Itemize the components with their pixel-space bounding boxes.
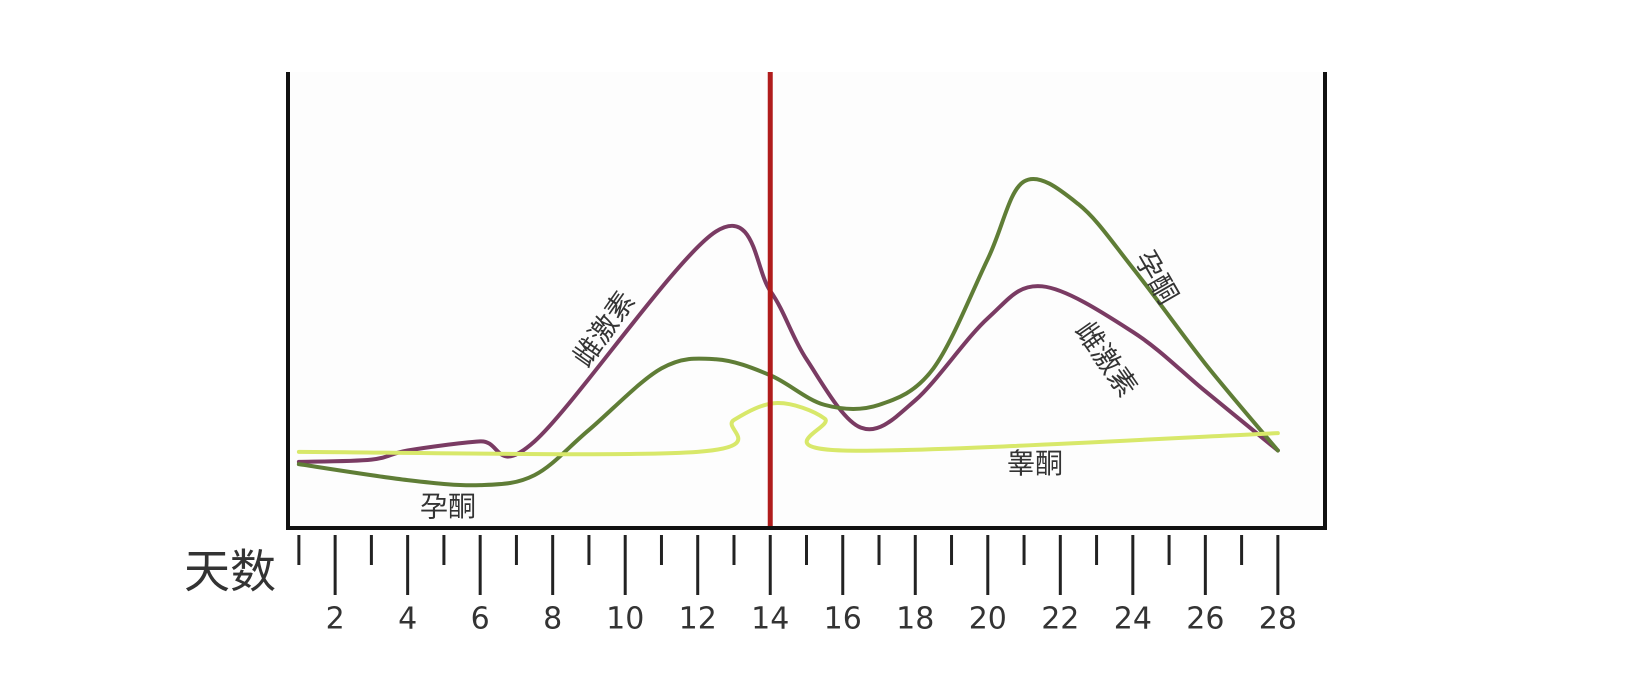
x-axis-label: 天数	[184, 545, 276, 599]
x-tick-label: 22	[1041, 602, 1079, 637]
x-tick-label: 4	[398, 602, 417, 637]
x-tick-label: 12	[679, 602, 717, 637]
x-tick-label: 28	[1259, 602, 1297, 637]
series-label: 孕酮	[420, 490, 476, 523]
series-label: 睾酮	[1007, 447, 1063, 480]
series-line	[296, 401, 1280, 457]
x-tick-label: 2	[326, 602, 345, 637]
x-tick-label: 18	[896, 602, 934, 637]
series-line	[296, 223, 1280, 464]
series-line	[296, 176, 1280, 488]
x-tick-label: 10	[606, 602, 644, 637]
x-tick-label: 16	[824, 602, 862, 637]
x-tick-label: 20	[969, 602, 1007, 637]
x-tick-label: 6	[471, 602, 490, 637]
x-tick-label: 24	[1114, 602, 1152, 637]
x-tick-label: 8	[543, 602, 562, 637]
x-tick-label: 14	[751, 602, 789, 637]
plot-frame	[286, 72, 1327, 530]
x-tick-label: 26	[1186, 602, 1224, 637]
